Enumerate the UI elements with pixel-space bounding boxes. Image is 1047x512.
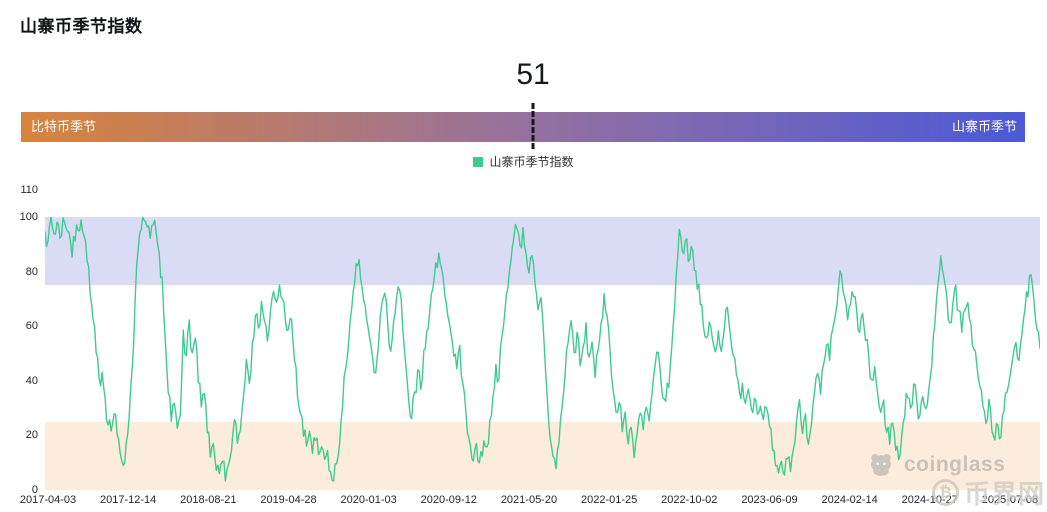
x-tick-label: 2024-02-14 <box>821 494 878 506</box>
current-index-value: 51 <box>516 58 550 91</box>
season-gradient-bar: 比特币季节 山寨币季节 <box>21 112 1025 142</box>
x-tick-label: 2021-05-20 <box>500 494 558 506</box>
index-line-svg <box>45 190 1040 490</box>
x-tick-label: 2022-01-25 <box>580 494 638 506</box>
coinglass-watermark: coinglass <box>866 450 1005 480</box>
x-tick-label: 2017-04-03 <box>19 494 77 506</box>
chart-plot-area[interactable] <box>45 190 1040 490</box>
y-tick-label: 0 <box>31 484 38 496</box>
season-gauge: 51 比特币季节 山寨币季节 <box>21 0 1025 160</box>
band-altcoin-season-zone <box>45 217 1040 286</box>
coinglass-bear-icon <box>871 454 891 476</box>
coinglass-label: coinglass <box>904 453 1006 476</box>
y-tick-label: 110 <box>20 184 38 196</box>
y-tick-label: 60 <box>25 320 38 333</box>
x-tick-label: 2020-01-03 <box>340 494 397 506</box>
x-tick-label: 2025-07-08 <box>981 494 1039 506</box>
x-tick-label: 2023-06-09 <box>741 494 798 506</box>
bijie-label: 币界网 <box>963 479 1045 509</box>
y-tick-label: 40 <box>25 374 38 387</box>
x-axis: 2017-04-03 2017-12-14 2018-08-21 2019-04-28… <box>20 494 1040 510</box>
chart-legend: 山寨币季节指数 <box>0 153 1047 170</box>
x-tick-label: 2022-10-02 <box>661 494 718 506</box>
x-tick-label: 2020-09-12 <box>420 494 477 506</box>
y-tick-label: 100 <box>19 211 38 224</box>
page-title: 山寨币季节指数 <box>20 17 143 36</box>
legend-swatch-icon <box>473 156 484 167</box>
bijie-watermark: ₿ 币界网 <box>931 474 1045 511</box>
gauge-value-marker <box>531 103 535 149</box>
gauge-label-altcoin-season: 山寨币季节 <box>951 119 1017 134</box>
x-tick-label: 2018-08-21 <box>180 494 237 506</box>
y-tick-label: 20 <box>25 429 38 442</box>
x-tick-label: 2017-12-14 <box>100 494 157 506</box>
gauge-label-bitcoin-season: 比特币季节 <box>31 119 97 134</box>
legend-label: 山寨币季节指数 <box>489 155 574 169</box>
legend-item-altseason-index[interactable]: 山寨币季节指数 <box>473 153 574 170</box>
y-axis: 110 100 80 60 40 20 0 <box>0 184 38 496</box>
x-tick-label: 2019-04-28 <box>260 494 317 506</box>
bitcoin-circle-icon: ₿ <box>931 479 959 506</box>
altseason-index-line <box>45 217 1040 481</box>
y-tick-label: 80 <box>25 265 38 278</box>
